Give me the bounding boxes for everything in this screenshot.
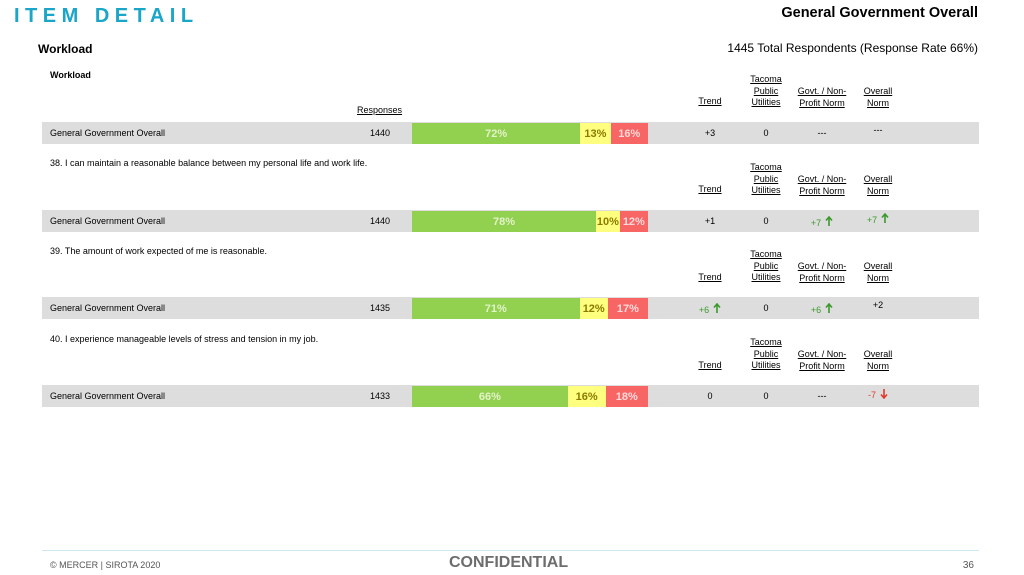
trend-value: 0 xyxy=(707,391,713,401)
tacoma-value: 0 xyxy=(763,216,769,226)
overall-norm-column-header: Overall Norm xyxy=(863,261,893,283)
govt-norm-value: +6 xyxy=(792,303,852,315)
trend-value: +3 xyxy=(704,128,716,138)
unfavorable-segment: 12% xyxy=(619,211,648,232)
trend-value: +1 xyxy=(704,216,716,226)
overall-norm-column-header: Overall Norm xyxy=(863,174,893,196)
govt-norm-column-header: Govt. / Non- Profit Norm xyxy=(797,174,847,196)
table-row: General Government Overall 1440 78% 10% … xyxy=(42,210,979,232)
trend-column-header: Trend xyxy=(698,272,722,282)
tacoma-column-header: Tacoma Public Utilities xyxy=(750,74,782,107)
tacoma-column-header: Tacoma Public Utilities xyxy=(750,162,782,195)
footer-divider xyxy=(42,550,979,551)
unfavorable-segment: 18% xyxy=(605,386,648,407)
responses-column-header: Responses xyxy=(357,105,403,115)
report-title: General Government Overall xyxy=(781,5,978,21)
page-heading: ITEM DETAIL xyxy=(14,5,199,27)
overall-norm-value: --- xyxy=(873,125,883,135)
section-title: Workload xyxy=(38,42,93,56)
favorable-segment: 72% xyxy=(412,123,581,144)
govt-norm-value: --- xyxy=(817,128,827,138)
govt-norm-column-header: Govt. / Non- Profit Norm xyxy=(797,86,847,108)
overall-norm-column-header: Overall Norm xyxy=(863,349,893,371)
govt-norm-value: --- xyxy=(817,391,827,401)
overall-norm-value: -7 xyxy=(853,388,903,400)
response-count: 1440 xyxy=(370,128,391,138)
govt-norm-column-header: Govt. / Non- Profit Norm xyxy=(797,261,847,283)
unfavorable-segment: 17% xyxy=(607,298,648,319)
tacoma-value: 0 xyxy=(763,303,769,313)
neutral-segment: 12% xyxy=(579,298,608,319)
row-label: General Government Overall xyxy=(50,216,166,226)
arrow-down-icon xyxy=(880,389,888,399)
row-label: General Government Overall xyxy=(50,391,166,401)
response-count: 1435 xyxy=(370,303,391,313)
tacoma-column-header: Tacoma Public Utilities xyxy=(750,249,782,282)
response-count: 1433 xyxy=(370,391,391,401)
stacked-bar: 78% 10% 12% xyxy=(412,211,648,232)
neutral-segment: 16% xyxy=(567,386,606,407)
favorable-segment: 78% xyxy=(412,211,597,232)
stacked-bar: 71% 12% 17% xyxy=(412,298,648,319)
stacked-bar: 66% 16% 18% xyxy=(412,386,648,407)
block-title: Workload xyxy=(50,70,91,80)
unfavorable-segment: 16% xyxy=(610,123,648,144)
govt-norm-value: +7 xyxy=(792,216,852,228)
favorable-segment: 66% xyxy=(412,386,568,407)
trend-value: +6 xyxy=(690,303,730,315)
govt-norm-column-header: Govt. / Non- Profit Norm xyxy=(797,349,847,371)
row-label: General Government Overall xyxy=(50,128,166,138)
tacoma-value: 0 xyxy=(763,128,769,138)
page-number: 36 xyxy=(962,560,974,571)
overall-norm-column-header: Overall Norm xyxy=(863,86,893,108)
overall-norm-value: +2 xyxy=(872,300,884,310)
question-text: 40. I experience manageable levels of st… xyxy=(50,334,319,344)
tacoma-column-header: Tacoma Public Utilities xyxy=(750,337,782,370)
question-text: 38. I can maintain a reasonable balance … xyxy=(50,158,368,168)
question-text: 39. The amount of work expected of me is… xyxy=(50,246,267,256)
arrow-up-icon xyxy=(825,216,833,226)
row-label: General Government Overall xyxy=(50,303,166,313)
copyright: © MERCER | SIROTA 2020 xyxy=(50,560,161,570)
tacoma-value: 0 xyxy=(763,391,769,401)
overall-norm-value: +7 xyxy=(853,213,903,225)
arrow-up-icon xyxy=(713,303,721,313)
arrow-up-icon xyxy=(881,213,889,223)
table-row: General Government Overall 1433 66% 16% … xyxy=(42,385,979,407)
trend-column-header: Trend xyxy=(698,360,722,370)
trend-column-header: Trend xyxy=(698,184,722,194)
table-row: General Government Overall 1435 71% 12% … xyxy=(42,297,979,319)
respondents-summary: 1445 Total Respondents (Response Rate 66… xyxy=(727,41,978,55)
trend-column-header: Trend xyxy=(698,96,722,106)
neutral-segment: 13% xyxy=(580,123,611,144)
stacked-bar: 72% 13% 16% xyxy=(412,123,648,144)
neutral-segment: 10% xyxy=(596,211,620,232)
confidential-label: CONFIDENTIAL xyxy=(449,554,569,571)
response-count: 1440 xyxy=(370,216,391,226)
arrow-up-icon xyxy=(825,303,833,313)
table-row: General Government Overall 1440 72% 13% … xyxy=(42,122,979,144)
favorable-segment: 71% xyxy=(412,298,580,319)
